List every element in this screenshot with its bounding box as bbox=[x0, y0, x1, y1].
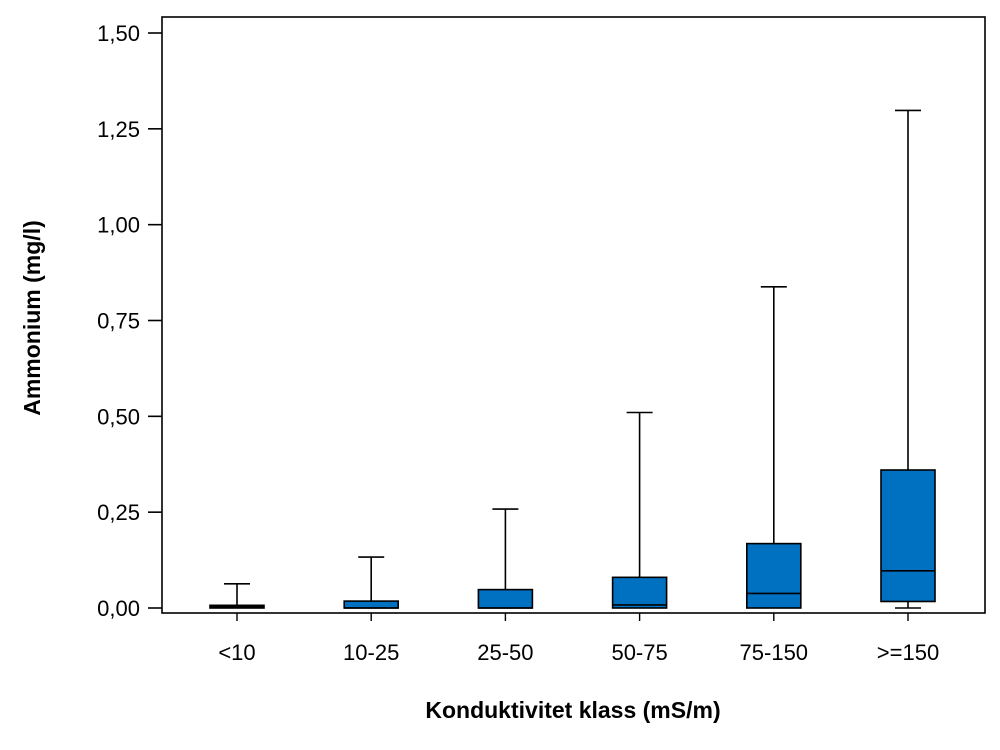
x-tick-label: 10-25 bbox=[343, 640, 399, 665]
x-tick-label: <10 bbox=[218, 640, 255, 665]
box-5 bbox=[745, 285, 802, 609]
x-axis-title: Konduktivitet klass (mS/m) bbox=[425, 697, 720, 723]
box-3 bbox=[477, 508, 534, 609]
box-1 bbox=[209, 583, 265, 609]
boxes-group bbox=[209, 109, 936, 609]
x-tick-label: >=150 bbox=[877, 640, 939, 665]
iqr-box bbox=[343, 600, 400, 609]
plot-area-frame bbox=[161, 16, 986, 614]
iqr-box bbox=[477, 588, 534, 609]
y-tick-label: 0,00 bbox=[97, 596, 140, 621]
x-axis: <10 10-25 25-50 50-75 75-150 >=150 bbox=[218, 613, 939, 665]
y-tick-label: 1,25 bbox=[97, 117, 140, 142]
x-tick-label: 75-150 bbox=[740, 640, 809, 665]
y-tick-label: 0,50 bbox=[97, 404, 140, 429]
iqr-box bbox=[745, 542, 802, 609]
iqr-box bbox=[611, 576, 668, 609]
iqr-box bbox=[880, 469, 936, 603]
y-axis-title: Ammonium (mg/l) bbox=[19, 220, 45, 416]
y-tick-label: 0,25 bbox=[97, 500, 140, 525]
y-tick-label: 0,75 bbox=[97, 309, 140, 334]
box-2 bbox=[343, 556, 400, 609]
y-tick-label: 1,00 bbox=[97, 213, 140, 238]
x-tick-label: 50-75 bbox=[611, 640, 667, 665]
x-tick-label: 25-50 bbox=[477, 640, 533, 665]
y-tick-label: 1,50 bbox=[97, 21, 140, 46]
box-4 bbox=[611, 411, 668, 609]
y-axis: 0,00 0,25 0,50 0,75 1,00 1,25 1,50 bbox=[97, 21, 162, 621]
box-6 bbox=[880, 109, 936, 609]
